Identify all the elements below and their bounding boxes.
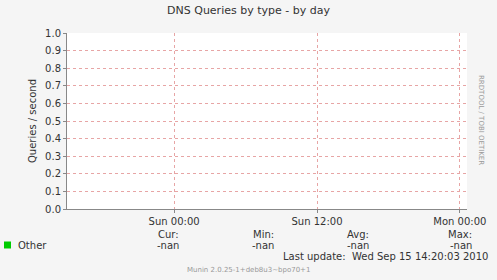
svg-text:Min:: Min:: [253, 229, 274, 240]
svg-text:DNS Queries by type - by day: DNS Queries by type - by day: [167, 4, 330, 17]
svg-text:-nan: -nan: [347, 240, 369, 251]
svg-text:0.8: 0.8: [45, 63, 61, 74]
svg-text:-nan: -nan: [450, 240, 472, 251]
svg-text:Last update: Wed Sep 15 14:20: Last update: Wed Sep 15 14:20:03 2010: [283, 251, 488, 262]
svg-text:0.6: 0.6: [45, 98, 61, 109]
svg-text:Avg:: Avg:: [347, 229, 369, 240]
svg-text:1.0: 1.0: [45, 28, 61, 39]
svg-text:0.5: 0.5: [45, 116, 61, 127]
svg-text:-nan: -nan: [252, 240, 274, 251]
svg-text:0.4: 0.4: [45, 133, 61, 144]
svg-text:0.9: 0.9: [45, 45, 61, 56]
svg-text:-nan: -nan: [157, 240, 179, 251]
svg-text:0.0: 0.0: [45, 204, 61, 215]
svg-text:RRDTOOL / TOBI OETIKER: RRDTOOL / TOBI OETIKER: [477, 75, 485, 165]
svg-text:Cur:: Cur:: [158, 229, 179, 240]
svg-text:Munin 2.0.25-1+deb8u3~bpo70+1: Munin 2.0.25-1+deb8u3~bpo70+1: [187, 266, 310, 274]
svg-text:Max:: Max:: [448, 229, 472, 240]
svg-text:Mon 00:00: Mon 00:00: [433, 216, 486, 227]
svg-text:Sun 12:00: Sun 12:00: [291, 216, 342, 227]
svg-text:Queries / second: Queries / second: [27, 79, 38, 163]
svg-text:0.1: 0.1: [45, 186, 61, 197]
svg-text:0.7: 0.7: [45, 80, 61, 91]
svg-text:Sun 00:00: Sun 00:00: [149, 216, 200, 227]
svg-text:0.3: 0.3: [45, 151, 61, 162]
svg-text:Other: Other: [18, 240, 47, 251]
svg-text:0.2: 0.2: [45, 168, 61, 179]
